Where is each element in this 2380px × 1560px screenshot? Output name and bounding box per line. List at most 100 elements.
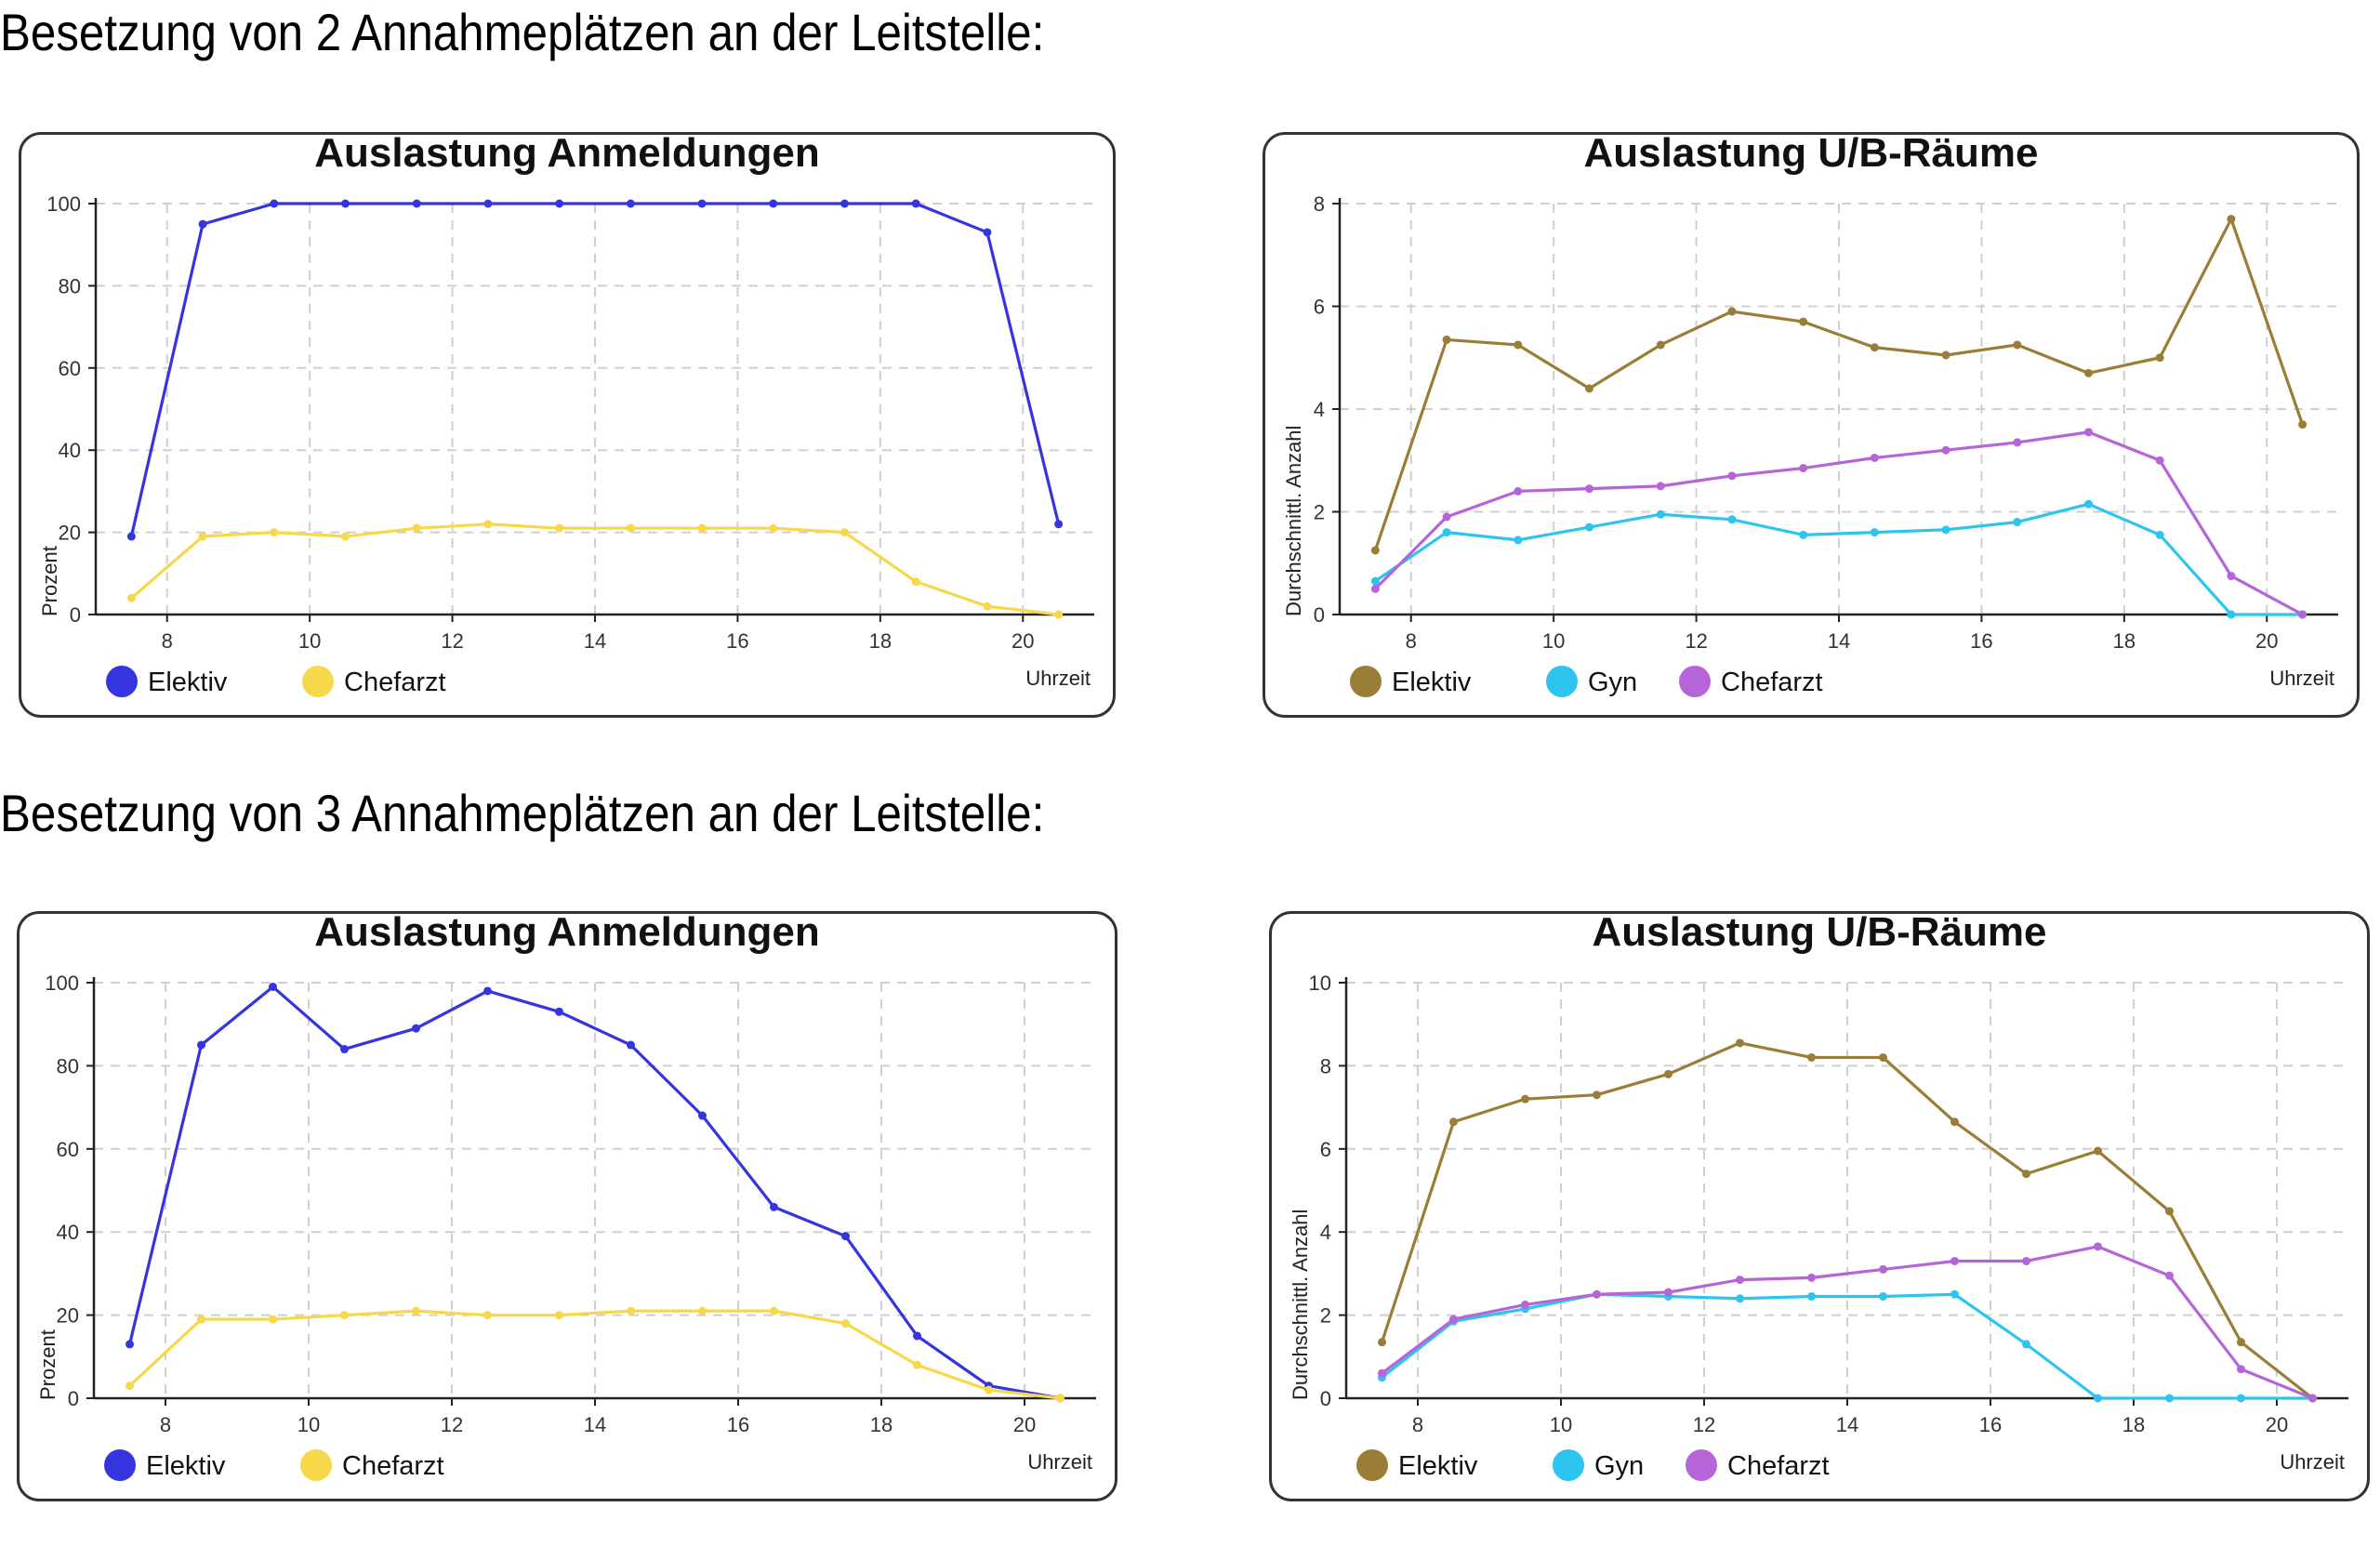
series-elektiv — [1370, 215, 2307, 555]
x-tick-label: 16 — [727, 1413, 749, 1436]
data-point — [483, 199, 493, 208]
data-point — [1442, 528, 1451, 537]
data-point — [1727, 307, 1737, 316]
legend-swatch — [1553, 1449, 1584, 1481]
chart-ub-raeume-3-places: Auslastung U/B-Räume 0 2 4 6 8 10 8 10 12 14 16 18 20… — [1269, 909, 2370, 1501]
y-tick-label: 60 — [57, 1138, 79, 1161]
x-tick-label: 12 — [441, 1413, 463, 1436]
data-point — [913, 1360, 921, 1369]
legend-swatch — [1350, 666, 1382, 697]
data-point — [269, 1315, 277, 1324]
x-tick-label: 12 — [441, 629, 463, 653]
data-point — [1807, 1052, 1816, 1062]
data-point — [483, 986, 492, 996]
x-tick-label: 20 — [1013, 1413, 1036, 1436]
data-point — [911, 199, 920, 208]
data-point — [2227, 610, 2236, 619]
data-point — [1799, 530, 1808, 539]
legend: Elektiv Chefarzt — [106, 666, 446, 697]
data-point — [1807, 1273, 1816, 1282]
x-axis-label: Uhrzeit — [1025, 667, 1091, 690]
data-point — [1585, 484, 1593, 494]
data-point — [2022, 1256, 2030, 1265]
x-tick-label: 12 — [1685, 629, 1707, 653]
series-chefarzt — [126, 1306, 1064, 1403]
section-heading-2-places: Besetzung von 2 Annahmeplätzen an der Le… — [0, 3, 1045, 61]
data-point — [2227, 215, 2236, 224]
data-point — [1056, 1394, 1064, 1403]
series-line — [1381, 1292, 2313, 1400]
data-point — [2013, 518, 2022, 527]
legend: Elektiv Chefarzt — [104, 1449, 444, 1481]
data-point — [911, 577, 920, 587]
data-point — [1736, 1294, 1744, 1303]
legend-label: Elektiv — [146, 1451, 226, 1481]
data-point — [1870, 343, 1879, 352]
y-tick-label: 40 — [57, 1221, 79, 1244]
chart-title: Auslastung Anmeldungen — [314, 909, 820, 955]
data-point — [2237, 1394, 2245, 1403]
data-point — [1664, 1288, 1673, 1297]
data-point — [983, 228, 992, 237]
x-tick-label: 8 — [162, 629, 173, 653]
y-tick-label: 8 — [1320, 1054, 1331, 1077]
series-elektiv — [1378, 1038, 2317, 1403]
data-point — [1442, 512, 1451, 522]
data-point — [1593, 1091, 1601, 1100]
x-tick-label: 14 — [584, 629, 606, 653]
legend-label: Elektiv — [1398, 1451, 1478, 1481]
series-elektiv — [126, 199, 1064, 541]
x-tick-label: 18 — [869, 629, 892, 653]
data-point — [341, 199, 350, 208]
y-tick-label: 20 — [59, 522, 81, 545]
chart-svg: Auslastung Anmeldungen 0 20 40 60 80 100 8 10 12 1… — [36, 909, 1096, 1481]
y-tick-label: 0 — [1314, 603, 1325, 627]
data-point — [1727, 471, 1737, 481]
legend-label: Gyn — [1594, 1451, 1644, 1481]
data-point — [341, 532, 350, 541]
data-point — [2013, 340, 2022, 350]
y-tick-label: 10 — [1309, 972, 1331, 995]
legend-swatch — [1356, 1449, 1388, 1481]
series-chefarzt — [1370, 428, 2307, 619]
series-line — [129, 202, 1061, 537]
data-point — [769, 523, 778, 533]
section-heading-3-places: Besetzung von 3 Annahmeplätzen an der Le… — [0, 784, 1045, 842]
data-point — [412, 199, 421, 208]
series-line — [1374, 502, 2303, 616]
x-tick-label: 10 — [298, 1413, 320, 1436]
series-line — [1373, 217, 2305, 551]
data-point — [2084, 499, 2093, 509]
y-tick-label: 8 — [1314, 192, 1325, 216]
x-axis-label: Uhrzeit — [1027, 1450, 1092, 1474]
x-tick-label: 10 — [1542, 629, 1565, 653]
data-point — [1656, 482, 1665, 491]
data-point — [2155, 456, 2164, 465]
legend: Elektiv Gyn Chefarzt — [1350, 666, 1823, 697]
data-point — [1941, 350, 1950, 360]
x-tick-label: 16 — [726, 629, 748, 653]
data-point — [1378, 1368, 1386, 1378]
data-point — [197, 1040, 205, 1050]
data-point — [412, 1306, 420, 1315]
data-point — [197, 1315, 205, 1324]
data-point — [1799, 464, 1808, 473]
data-point — [770, 1202, 778, 1211]
data-point — [483, 1311, 492, 1320]
chart-title: Auslastung U/B-Räume — [1584, 130, 2039, 176]
data-point — [1807, 1291, 1816, 1301]
legend-label: Chefarzt — [1727, 1451, 1830, 1481]
data-point — [412, 1024, 420, 1033]
data-point — [2237, 1365, 2245, 1374]
y-axis-label: Durchschnittl. Anzahl — [1289, 1210, 1312, 1400]
y-tick-label: 2 — [1314, 501, 1325, 524]
data-point — [555, 523, 564, 533]
data-point — [2022, 1170, 2030, 1179]
data-point — [1870, 453, 1879, 462]
data-point — [1054, 520, 1064, 529]
x-tick-label: 8 — [1406, 629, 1417, 653]
legend-swatch — [106, 666, 138, 697]
data-point — [270, 199, 279, 208]
y-tick-label: 20 — [57, 1304, 79, 1328]
data-point — [1736, 1276, 1744, 1285]
